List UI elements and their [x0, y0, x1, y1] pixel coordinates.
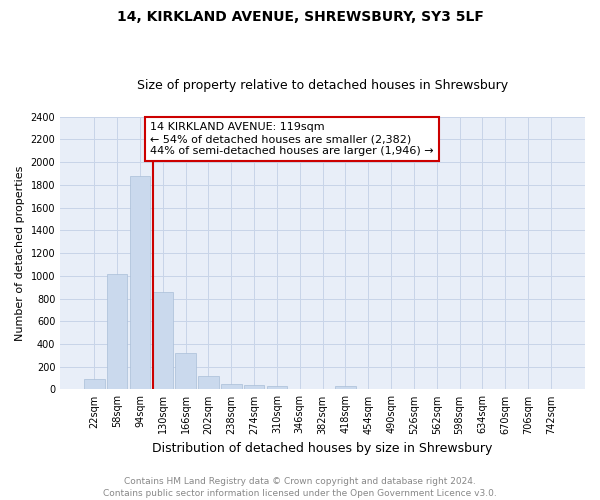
- X-axis label: Distribution of detached houses by size in Shrewsbury: Distribution of detached houses by size …: [152, 442, 493, 455]
- Bar: [266, 386, 287, 390]
- Bar: [107, 274, 127, 390]
- Y-axis label: Number of detached properties: Number of detached properties: [15, 166, 25, 341]
- Bar: [198, 376, 219, 390]
- Bar: [130, 176, 150, 390]
- Text: Contains HM Land Registry data © Crown copyright and database right 2024.
Contai: Contains HM Land Registry data © Crown c…: [103, 476, 497, 498]
- Bar: [221, 384, 242, 390]
- Bar: [84, 379, 104, 390]
- Bar: [175, 353, 196, 390]
- Bar: [335, 386, 356, 390]
- Bar: [152, 292, 173, 390]
- Title: Size of property relative to detached houses in Shrewsbury: Size of property relative to detached ho…: [137, 79, 508, 92]
- Text: 14 KIRKLAND AVENUE: 119sqm
← 54% of detached houses are smaller (2,382)
44% of s: 14 KIRKLAND AVENUE: 119sqm ← 54% of deta…: [150, 122, 434, 156]
- Bar: [244, 386, 265, 390]
- Text: 14, KIRKLAND AVENUE, SHREWSBURY, SY3 5LF: 14, KIRKLAND AVENUE, SHREWSBURY, SY3 5LF: [116, 10, 484, 24]
